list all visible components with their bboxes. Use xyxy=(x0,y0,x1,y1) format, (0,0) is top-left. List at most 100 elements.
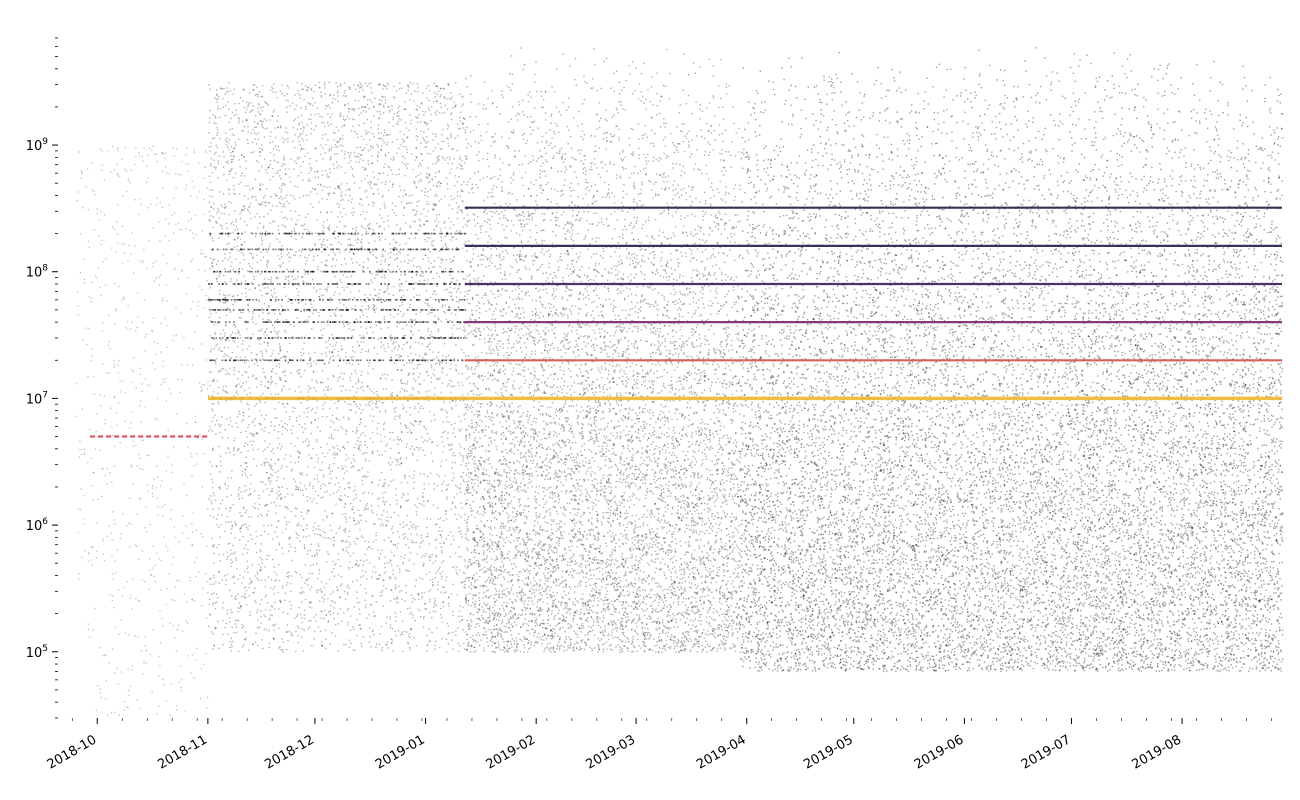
scatter-point xyxy=(352,649,354,651)
scatter-point xyxy=(373,277,376,279)
scatter-point xyxy=(405,242,407,245)
scatter-point xyxy=(164,157,166,159)
scatter-point xyxy=(241,244,244,246)
scatter-point xyxy=(212,633,214,635)
scatter-point xyxy=(459,158,461,160)
scatter-point xyxy=(423,208,425,210)
scatter-point xyxy=(337,377,339,379)
scatter-point xyxy=(409,414,411,416)
scatter-point xyxy=(222,389,224,391)
scatter-point xyxy=(285,528,287,530)
scatter-point xyxy=(113,465,116,467)
scatter-point xyxy=(337,365,339,367)
scatter-point xyxy=(399,189,402,192)
scatter-point xyxy=(300,300,303,302)
scatter-point xyxy=(402,155,404,158)
scatter-point xyxy=(193,186,195,188)
scatter-point xyxy=(435,133,437,135)
scatter-point xyxy=(227,91,229,93)
scatter-point xyxy=(294,550,297,553)
scatter-point xyxy=(377,549,379,551)
scatter-point xyxy=(238,493,240,495)
scatter-point xyxy=(369,272,371,274)
scatter-point xyxy=(448,354,450,356)
scatter-point xyxy=(268,312,270,314)
scatter-point xyxy=(301,628,304,630)
scatter-point xyxy=(298,486,300,489)
scatter-point xyxy=(247,210,250,212)
scatter-point xyxy=(435,604,438,607)
scatter-point xyxy=(398,452,400,454)
scatter-point xyxy=(380,341,383,344)
scatter-point xyxy=(367,85,369,87)
scatter-point xyxy=(383,504,386,506)
scatter-point xyxy=(389,627,392,629)
scatter-point xyxy=(229,641,232,643)
scatter-point xyxy=(306,228,308,231)
scatter-point xyxy=(94,275,97,277)
scatter-point xyxy=(111,247,113,249)
scatter-point xyxy=(375,539,377,541)
scatter-point xyxy=(377,124,380,126)
scatter-point xyxy=(276,238,278,240)
scatter-point xyxy=(99,286,101,289)
scatter-point xyxy=(391,639,394,641)
scatter-point xyxy=(208,498,210,500)
scatter-point xyxy=(239,217,242,220)
scatter-point xyxy=(433,208,435,210)
scatter-point xyxy=(264,504,267,506)
scatter-point xyxy=(295,488,297,491)
scatter-point xyxy=(450,239,452,241)
scatter-point xyxy=(154,353,157,356)
scatter-point xyxy=(234,623,236,625)
scatter-point xyxy=(434,644,436,647)
scatter-point xyxy=(378,102,381,105)
scatter-point xyxy=(450,391,452,393)
scatter-point xyxy=(349,244,352,247)
scatter-point xyxy=(404,163,406,165)
scatter-point xyxy=(235,524,237,526)
scatter-point xyxy=(353,512,355,514)
scatter-point xyxy=(316,289,318,291)
scatter-point xyxy=(432,504,435,506)
scatter-point xyxy=(102,538,105,540)
scatter-point xyxy=(252,321,254,323)
scatter-point xyxy=(460,184,463,186)
scatter-point xyxy=(455,364,457,366)
scatter-point xyxy=(262,106,264,108)
scatter-point xyxy=(212,216,215,218)
scatter-point xyxy=(212,240,215,242)
scatter-point xyxy=(151,149,153,151)
scatter-point xyxy=(294,617,296,620)
scatter-point xyxy=(368,404,371,407)
scatter-point xyxy=(295,251,297,253)
scatter-point xyxy=(329,482,331,484)
scatter-point xyxy=(309,250,312,252)
scatter-point xyxy=(257,203,260,205)
scatter-point xyxy=(213,137,216,139)
scatter-point xyxy=(204,572,207,575)
scatter-point xyxy=(384,556,386,558)
scatter-point xyxy=(200,390,202,393)
scatter-point xyxy=(211,479,213,481)
scatter-point xyxy=(374,294,376,297)
scatter-point xyxy=(97,267,100,269)
scatter-point xyxy=(209,384,211,387)
scatter-point xyxy=(406,289,409,291)
scatter-point xyxy=(319,238,321,241)
scatter-point xyxy=(216,343,219,346)
scatter-point xyxy=(326,265,328,267)
scatter-point xyxy=(460,165,462,167)
scatter-point xyxy=(266,251,268,253)
scatter-point xyxy=(324,260,327,262)
scatter-point xyxy=(429,349,431,351)
scatter-point xyxy=(306,438,308,440)
scatter-point xyxy=(350,409,353,411)
scatter-point xyxy=(216,212,218,214)
scatter-point xyxy=(141,468,144,471)
scatter-point xyxy=(205,256,207,258)
scatter-point xyxy=(237,449,239,452)
scatter-point xyxy=(312,526,315,528)
scatter-point xyxy=(413,368,415,370)
scatter-point xyxy=(392,573,394,575)
